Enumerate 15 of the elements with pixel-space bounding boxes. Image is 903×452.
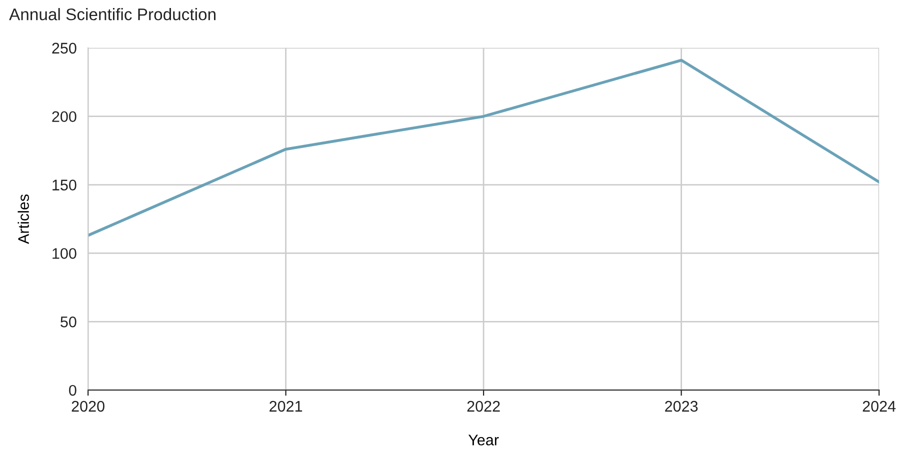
- line-series: [88, 58, 880, 237]
- y-tick-label: 50: [60, 316, 76, 328]
- x-tick-label: 2020: [72, 400, 104, 412]
- x-axis-title: Year: [468, 434, 499, 446]
- y-tick-label: 200: [52, 111, 76, 122]
- y-tick-label: 0: [69, 384, 76, 396]
- y-axis-title: Articles: [18, 194, 29, 244]
- x-tick-label: 2024: [862, 400, 896, 412]
- chart-title: Annual Scientific Production: [9, 8, 216, 20]
- x-tick-label: 2023: [665, 400, 698, 412]
- y-tick-label: 250: [52, 42, 76, 54]
- x-tick-label: 2021: [270, 400, 302, 412]
- x-tick-label: 2022: [467, 400, 500, 412]
- y-tick-label: 100: [52, 248, 76, 259]
- y-tick-label: 150: [52, 180, 76, 190]
